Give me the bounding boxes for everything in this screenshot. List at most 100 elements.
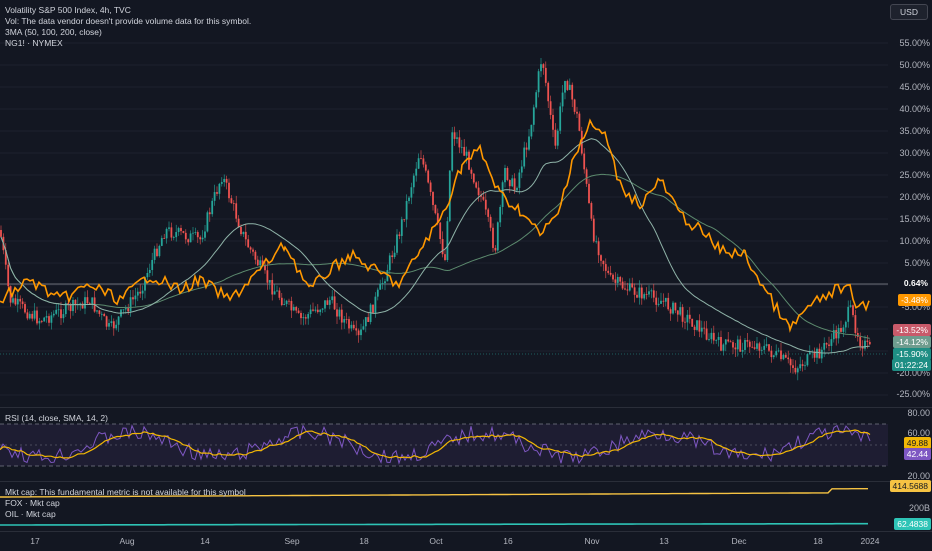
candle-body [504,167,506,183]
candle-body [288,300,290,302]
candle-body [314,309,317,311]
candle-body [338,309,341,317]
candle-body [352,324,355,329]
candle-body [408,197,410,202]
candle-body [516,187,518,191]
candle-body [748,341,751,347]
y-tick: 20.00% [899,192,930,202]
legend-3ma[interactable]: 3MA (50, 100, 200, close) [5,27,102,37]
candle-body [578,113,581,131]
candle-body [708,339,710,341]
main-chart-pane[interactable] [0,0,888,405]
candle-body [112,321,115,329]
candle-body [117,316,120,325]
legend-volume[interactable]: Vol: The data vendor doesn't provide vol… [5,16,252,26]
candle-body [374,296,377,313]
ma-200-line [0,173,870,339]
candle-body [840,328,842,332]
candle-body [513,178,516,191]
candle-body [768,344,770,351]
candle-body [487,209,490,217]
candle-body [700,327,703,332]
candle-body [357,330,360,336]
candle-body [124,308,127,310]
ma-fast-label: -13.52% [893,324,931,336]
candle-body [134,295,137,300]
candle-body [847,306,850,322]
candle-body [232,203,235,204]
candle-body [583,153,586,170]
candle-body [304,317,307,319]
x-tick: Oct [429,536,443,546]
candle-body [208,212,211,215]
y-tick: 5.00% [904,258,930,268]
y-tick: 35.00% [899,126,930,136]
candle-body [422,158,425,165]
candle-body [590,203,593,219]
candle-body [439,222,442,240]
candle-body [328,300,331,305]
rsi-axis[interactable]: 80.00 60.00 20.00 49.88 42.44 [888,408,932,481]
candle-body [57,309,60,311]
main-price-axis[interactable]: 55.00% 50.00% 45.00% 40.00% 35.00% 30.00… [888,0,932,405]
candle-body [343,319,346,323]
candle-body [141,290,144,294]
candle-body [170,227,173,238]
candle-body [580,130,583,154]
candle-body [506,167,509,181]
candle-body [168,227,170,229]
candle-body [484,199,487,210]
currency-button[interactable]: USD [890,4,928,20]
candle-body [364,317,367,327]
x-tick: 18 [359,536,369,546]
rsi-legend[interactable]: RSI (14, close, SMA, 14, 2) [5,413,108,423]
candle-body [235,203,238,219]
candle-body [715,339,718,341]
candle-body [739,339,742,352]
candle-body [182,231,185,233]
candle-body [108,323,110,327]
candle-body [736,339,739,350]
candle-body [412,175,415,188]
candle-body [441,239,444,255]
candle-body [127,308,130,312]
candle-body [616,277,619,283]
time-axis[interactable] [0,531,932,551]
candle-body [756,343,758,349]
candle-body [307,314,310,319]
candle-body [381,283,384,284]
candle-body [607,270,610,273]
mktcap-axis[interactable]: 414.5688 200B 62.4838 [888,480,932,531]
mktcap-legend-oil[interactable]: OIL · Mkt cap [5,509,56,519]
candle-body [669,309,672,314]
candle-body [86,297,89,304]
candle-body [744,340,746,350]
candle-body [523,147,526,167]
candle-body [753,347,756,349]
candle-body [444,254,446,261]
pane-separator[interactable] [0,481,932,482]
mktcap-pane[interactable] [0,483,888,531]
rsi-pane[interactable] [0,409,888,479]
candle-body [492,227,494,248]
candle-body [237,218,240,228]
candle-body [177,228,180,233]
candle-body [777,350,780,352]
legend-ng[interactable]: NG1! · NYMEX [5,38,63,48]
mktcap-tick: 200B [908,503,930,513]
candle-body [672,302,674,314]
legend-symbol[interactable]: Volatility S&P 500 Index, 4h, TVC [5,5,131,15]
candle-body [626,289,629,291]
mktcap-legend-fox[interactable]: FOX · Mkt cap [5,498,60,508]
candle-body [717,336,720,340]
pane-separator[interactable] [0,407,932,408]
mktcap-legend-main[interactable]: Mkt cap: This fundamental metric is not … [5,487,246,497]
candle-body [326,300,329,305]
candle-body [192,232,194,234]
candle-body [302,317,305,319]
y-tick: 30.00% [899,148,930,158]
candle-body [417,158,420,169]
candle-body [396,234,398,253]
candle-body [835,330,838,339]
candle-body [535,92,538,108]
